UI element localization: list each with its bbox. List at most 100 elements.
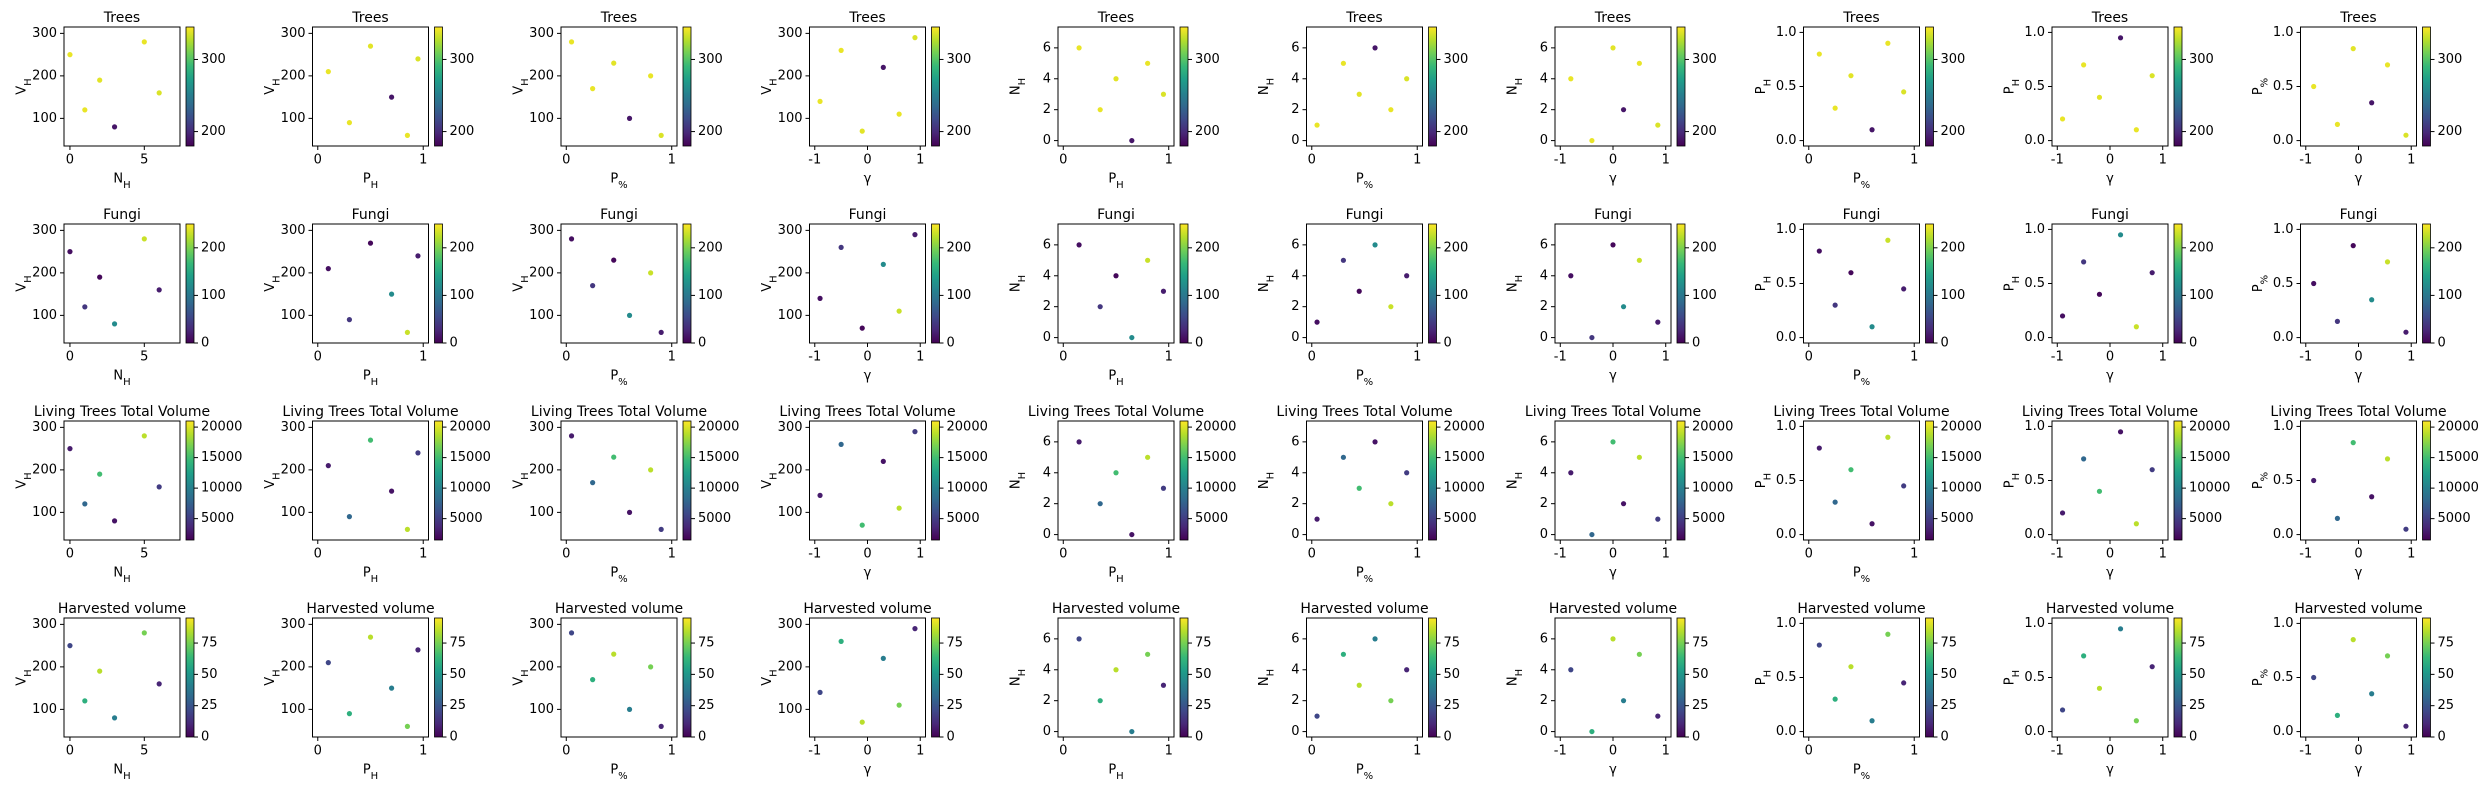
colorbar-tick-label: 0 [2438,730,2446,745]
x-tick-label: 1 [1413,350,1421,365]
point [1372,636,1378,642]
colorbar-tick-label: 50 [201,667,218,682]
plot-frame [1554,223,1672,344]
y-tick-label: 2 [1540,102,1548,117]
y-tick-label: 300 [778,420,803,435]
x-tick-label: 1 [419,744,427,759]
y-tick-label: 100 [529,111,554,126]
plot-frame [2300,26,2417,147]
point [2081,456,2087,462]
x-tick-label: 1 [1662,153,1670,168]
y-tick-label: 300 [281,223,306,238]
y-tick-label: 0.0 [2024,724,2045,739]
point [2149,73,2155,79]
y-tick-label: 0.0 [1776,330,1797,345]
x-axis-label: PH [1108,763,1123,782]
point [880,458,886,464]
point [2311,477,2317,484]
colorbar-tick-label: 200 [1444,124,1469,139]
point [1356,288,1362,294]
x-axis-label: P% [610,566,627,585]
colorbar-tick-label: 0 [1692,336,1700,351]
y-tick-label: 300 [529,223,554,238]
colorbar-tick-label: 20000 [2438,420,2479,435]
x-tick-label: 1 [1910,547,1918,562]
y-tick-label: 6 [1291,631,1299,646]
x-tick-label: 0 [314,350,322,365]
point [2334,121,2341,127]
point [346,317,353,323]
subplot-title: Fungi [600,207,638,223]
y-tick-label: 200 [778,659,803,674]
point [880,64,886,70]
colorbar-tick-label: 50 [1195,667,1212,682]
x-tick-label: 0 [1059,744,1067,759]
point [626,312,633,318]
point [817,689,823,695]
point [648,73,654,79]
y-tick-label: 200 [529,68,554,83]
colorbar-tick-label: 100 [698,288,723,303]
y-axis-label: VH [760,669,779,685]
colorbar-tick-label: 0 [1941,336,1949,351]
colorbar-tick-label: 20000 [450,420,491,435]
colorbar-tick-label: 25 [947,698,964,713]
colorbar-tick-label: 50 [1692,667,1709,682]
point [367,634,374,640]
point [141,433,147,439]
subplot-title: Harvested volume [555,601,683,617]
x-tick-label: -1 [808,744,821,759]
x-tick-label: 0 [562,153,570,168]
point [1832,696,1838,702]
colorbar-tick-label: 300 [947,52,972,67]
y-tick-label: 0 [1291,330,1299,345]
colorbar [2422,420,2431,541]
colorbar-tick-label: 15000 [698,450,739,465]
y-tick-label: 2 [1540,299,1548,314]
plot-frame [1803,223,1920,344]
colorbar-tick-label: 200 [1692,124,1717,139]
y-tick-label: 6 [1043,434,1051,449]
colorbar-tick-label: 0 [1195,336,1203,351]
point [568,236,575,242]
point [1832,105,1838,111]
point [97,77,103,83]
point [611,651,617,657]
x-tick-label: -1 [808,153,821,168]
x-tick-label: -1 [2299,350,2312,365]
point [658,132,664,138]
subplot-title: Living Trees Total Volume [34,404,210,420]
point [658,526,664,532]
y-tick-label: 0.5 [1776,79,1797,94]
x-tick-label: 0 [2106,547,2114,562]
point [1655,516,1661,522]
point [1869,718,1875,724]
point [2059,510,2066,516]
colorbar-tick-label: 5000 [1941,511,1974,526]
point [2369,297,2375,303]
colorbar-tick-label: 10000 [2438,481,2479,496]
plot-frame [2051,223,2169,344]
point [1885,40,1891,46]
colorbar-tick-label: 10000 [201,481,242,496]
x-tick-label: 1 [916,350,924,365]
point [346,120,353,126]
colorbar-tick-label: 25 [2438,698,2455,713]
colorbar [2173,617,2183,738]
x-tick-label: 0 [1308,153,1316,168]
point [1388,501,1394,507]
plot-frame [1306,223,1423,344]
subplot-title: Harvested volume [2046,601,2174,617]
point [817,492,823,498]
colorbar-tick-label: 50 [450,667,467,682]
colorbar-tick-label: 200 [1941,124,1966,139]
point [67,643,73,649]
x-axis-label: P% [610,172,627,191]
y-tick-label: 2 [1043,299,1051,314]
colorbar-tick-label: 75 [1195,636,1212,651]
colorbar [1925,223,1934,344]
point [156,484,162,490]
colorbar [931,617,940,738]
point [648,270,654,276]
x-axis-label: γ [1609,763,1617,778]
